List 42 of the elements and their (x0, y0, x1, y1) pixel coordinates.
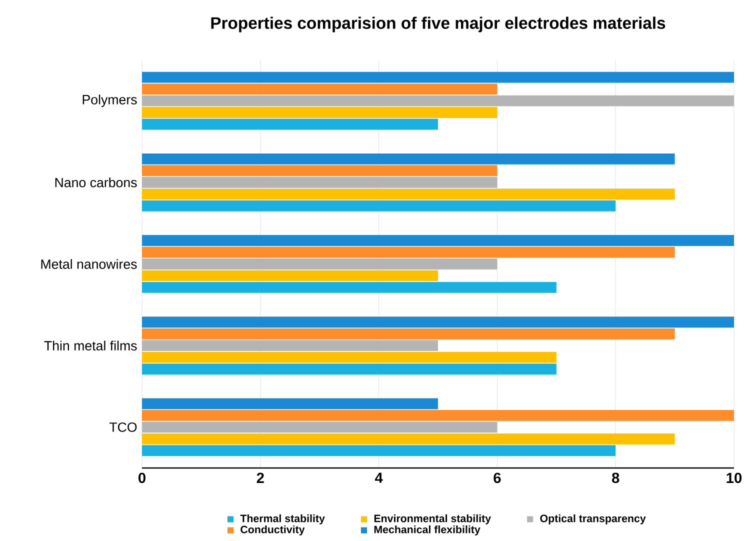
bar (142, 188, 675, 200)
bar (142, 316, 734, 328)
bar (142, 118, 438, 130)
x-tick-label: 6 (494, 472, 501, 484)
bar (142, 422, 498, 433)
bar (142, 410, 734, 421)
legend-label: Environmental stability (374, 514, 491, 524)
legend-label: Conductivity (240, 525, 305, 536)
bar (142, 445, 616, 456)
bar (142, 258, 498, 270)
bar (142, 340, 438, 352)
bar (142, 352, 556, 363)
y-tick-label: Thin metal films (44, 340, 137, 350)
legend-label: Optical transparency (540, 514, 646, 524)
x-tick-label: 0 (138, 472, 146, 484)
y-tick-label: TCO (109, 422, 137, 432)
bar (142, 176, 498, 188)
y-tick-label: Nano carbons (55, 177, 137, 188)
legend-label: Thermal stability (240, 514, 325, 524)
x-tick-label: 4 (374, 472, 383, 483)
bar (142, 364, 556, 375)
x-tick-label: 10 (726, 472, 742, 484)
x-tick-label: 2 (256, 472, 264, 483)
y-tick-label: Metal nanowires (41, 259, 137, 269)
bar (142, 165, 498, 176)
bar (142, 398, 438, 410)
bar (142, 246, 675, 258)
y-tick-label: Polymers (82, 94, 137, 107)
bar (142, 95, 734, 106)
chart-title: Properties comparision of five major electrodes materials (211, 16, 666, 32)
bar (142, 107, 498, 118)
bar (142, 153, 675, 164)
bar (142, 328, 675, 340)
legend-label: Mechanical flexibility (374, 525, 480, 536)
bar (142, 282, 556, 293)
bar (142, 433, 675, 444)
bar (142, 200, 616, 212)
bar (142, 235, 734, 246)
bar (142, 270, 438, 282)
bar (142, 84, 498, 95)
x-tick-label: 8 (612, 472, 620, 484)
bar (142, 72, 734, 83)
